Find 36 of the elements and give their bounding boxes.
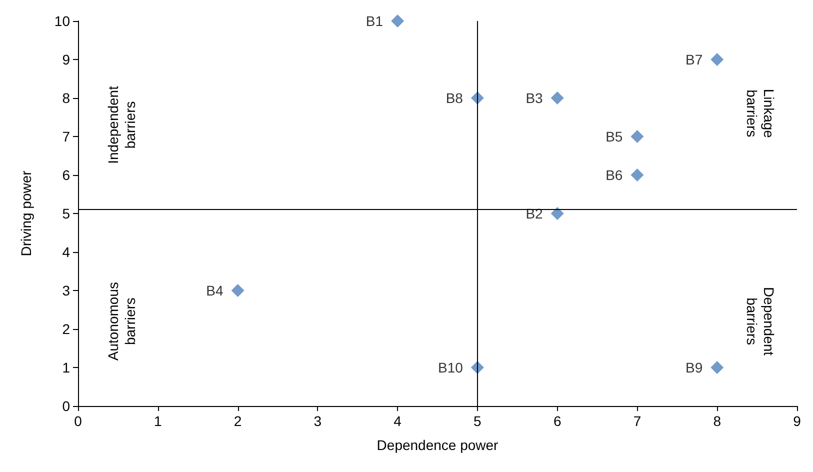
y-tick-label: 6 xyxy=(62,167,70,183)
y-tick-label: 4 xyxy=(62,244,70,260)
y-tick-label: 5 xyxy=(62,206,70,222)
x-tick-label: 1 xyxy=(154,413,162,429)
y-tick-label: 1 xyxy=(62,360,70,376)
y-tick-label: 7 xyxy=(62,128,70,144)
annotation: Independent barriers xyxy=(104,86,138,164)
x-tick-label: 4 xyxy=(394,413,402,429)
x-tick-label: 0 xyxy=(74,413,82,429)
x-tick-label: 2 xyxy=(234,413,242,429)
x-tick-label: 8 xyxy=(713,413,722,429)
data-label: B1 xyxy=(366,13,384,29)
data-label: B4 xyxy=(206,282,224,298)
x-tick-label: 3 xyxy=(314,413,322,429)
y-tick-label: 0 xyxy=(62,398,70,414)
annotation: Dependent barriers xyxy=(744,287,777,356)
data-label: B3 xyxy=(526,90,544,106)
x-axis-title: Dependence power xyxy=(376,437,499,453)
y-tick-label: 10 xyxy=(54,13,70,29)
y-tick-label: 3 xyxy=(62,282,70,298)
data-label: B8 xyxy=(446,90,464,106)
y-tick-label: 8 xyxy=(62,90,70,106)
y-axis-title: Driving power xyxy=(18,170,34,256)
x-tick-label: 6 xyxy=(553,413,562,429)
x-tick-label: 5 xyxy=(474,413,482,429)
y-tick-label: 2 xyxy=(62,321,70,337)
annotation: Linkage barriers xyxy=(744,88,777,138)
data-label: B9 xyxy=(685,360,703,376)
x-tick-label: 7 xyxy=(633,413,642,429)
data-label: B10 xyxy=(438,360,464,376)
data-label: B7 xyxy=(685,52,703,68)
y-tick-label: 9 xyxy=(62,52,70,68)
data-label: B5 xyxy=(606,128,623,144)
x-tick-label: 9 xyxy=(793,413,802,429)
annotation: Autonomous barriers xyxy=(104,282,138,361)
data-label: B6 xyxy=(606,167,623,183)
